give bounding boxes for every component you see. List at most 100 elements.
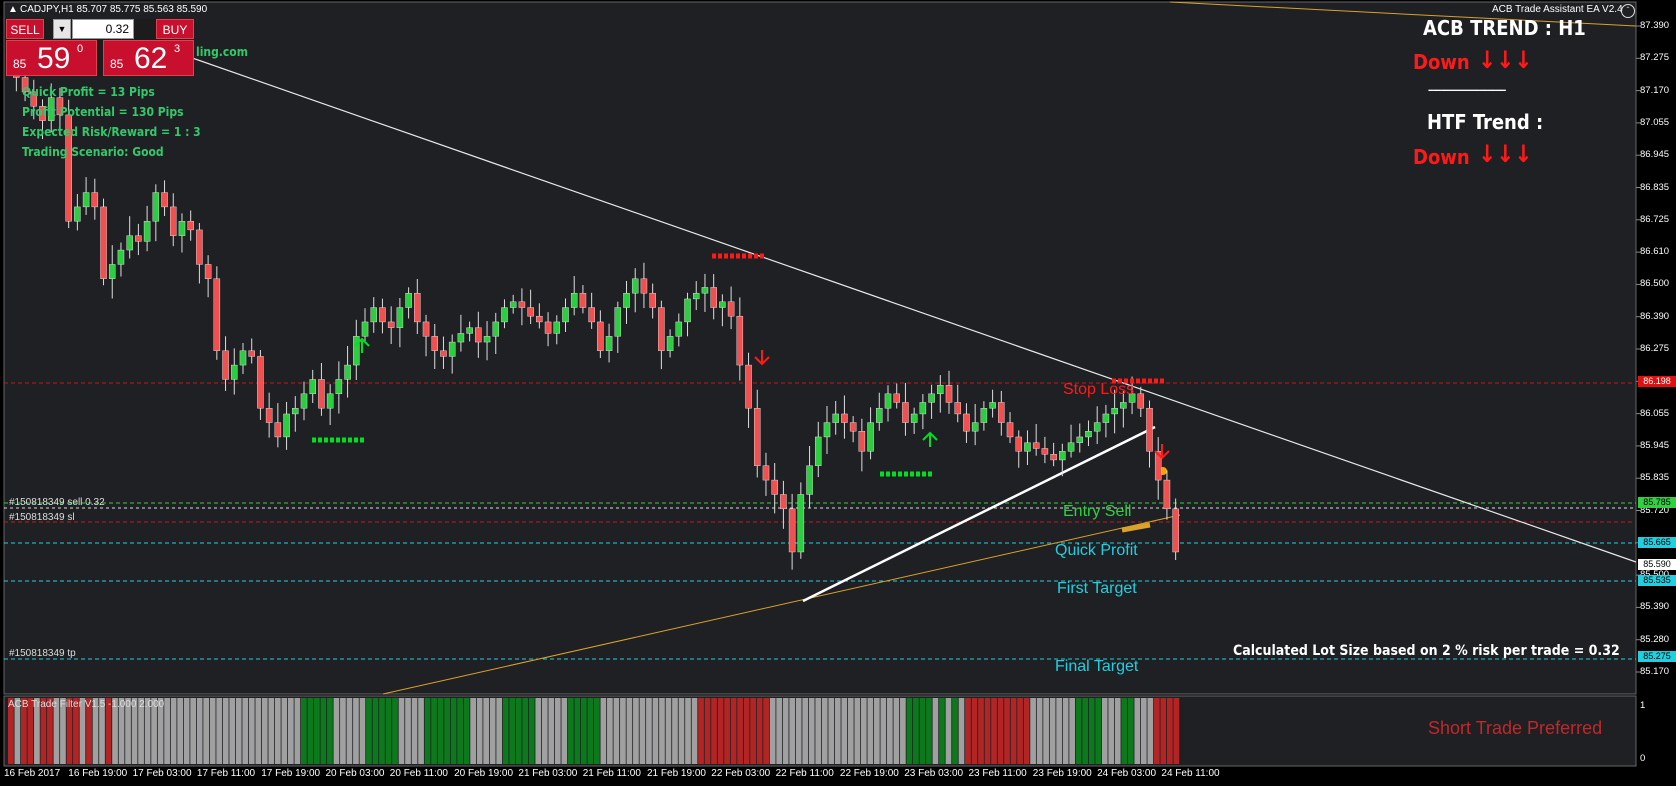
indicator-bar [782,698,789,764]
candle-bull [1093,422,1101,432]
indicator-bar [769,698,776,764]
candle-bear [274,422,282,438]
indicator-bar [1004,698,1010,764]
indicator-bar [854,698,861,764]
price-axis-label: 85.945 [1640,439,1670,451]
candle-bear [1137,393,1145,409]
indicator-axis-top: 1 [1640,700,1646,711]
indicator-bar [1036,698,1043,764]
time-axis-label: 22 Feb 03:00 [711,768,771,779]
indicator-bar [841,698,848,764]
sell-order-label[interactable]: #150818349 sell 0.32 [9,497,105,508]
indicator-bar [125,698,131,764]
candle-bear [710,287,717,308]
indicator-bar [1114,698,1121,764]
time-axis-label: 16 Feb 19:00 [68,768,128,779]
candle-bear [754,407,761,466]
indicator-bar [209,698,216,764]
indicator-bar [411,698,418,764]
chevron-up-icon[interactable]: ˆ [1621,4,1635,18]
buy-price-main: 62 [134,42,168,75]
indicator-bar [652,698,659,764]
candle-bear [588,307,595,323]
indicator-bar [795,698,802,764]
indicator-bar [1101,698,1108,764]
indicator-bar [34,698,40,764]
indicator-bar [320,698,327,764]
time-axis-label: 20 Feb 03:00 [325,768,385,779]
indicator-bar [1043,698,1049,764]
candle-bull [884,393,892,409]
indicator-bar [1147,698,1154,764]
indicator-bar [561,698,568,764]
indicator-bar [483,698,490,764]
price-axis-label: 87.275 [1640,52,1670,64]
indicator-bar [157,698,164,764]
buy-button[interactable]: BUY [156,19,194,39]
up-arrow-icon [922,431,938,447]
indicator-bar [893,698,900,764]
candle-bear [788,508,796,553]
indicator-bar [906,698,913,764]
indicator-bar [294,698,301,764]
indicator-bar [418,698,424,764]
candle-bull [797,494,805,553]
time-axis-label: 17 Feb 19:00 [261,768,321,779]
indicator-bar [672,698,678,764]
candle-bear [135,235,142,242]
candle-bull [396,307,404,328]
indicator-bar [372,698,379,764]
candle-bull [501,307,508,323]
sell-button[interactable]: SELL [6,19,44,39]
lot-size-input[interactable]: 0.32 [72,19,134,39]
indicator-bar [281,698,288,764]
indicator-bar [1030,698,1036,764]
candle-bear [1006,422,1014,438]
down-arrows-icon: ↓↓↓ [1478,46,1533,74]
candle-bull [361,321,369,337]
indicator-bar [1108,698,1115,764]
candle-bull [370,307,377,323]
candle-bear [475,327,482,343]
time-axis-label: 17 Feb 11:00 [196,768,256,779]
candle-bear [1172,508,1179,553]
info-profit-potential: Profit Potential = 130 Pips [22,105,184,119]
candle-bull [1067,442,1075,452]
candle-bear [518,301,526,308]
indicator-bar [431,698,437,764]
indicator-bar [118,698,125,764]
entry-orange-marker [1121,522,1151,533]
candle-bull [47,97,55,121]
indicator-bar [229,698,236,764]
indicator-bar [216,698,223,764]
chevron-down-icon[interactable]: ▼ [53,19,71,39]
candle-bear [762,465,770,481]
indicator-bar [1095,698,1102,764]
candle-bear [213,278,221,351]
indicator-bar [489,698,496,764]
time-axis-label: 16 Feb 2017 [4,768,61,779]
candle-bull [326,393,334,409]
indicator-bar [92,698,99,764]
time-axis-label: 20 Feb 19:00 [454,768,514,779]
candle-bear [780,494,787,510]
indicator-bar [834,698,841,764]
indicator-bar [515,698,522,764]
tp-order-label[interactable]: #150818349 tp [9,648,76,659]
time-axis-label: 23 Feb 11:00 [968,768,1027,779]
candle-bull [553,321,561,334]
candle-bear [248,350,255,357]
candle-bear [1154,451,1162,481]
indicator-bar [99,698,105,764]
candle-bear [1050,454,1057,461]
upper-orange-trendline [1169,1,1637,27]
indicator-bar [952,698,958,764]
ea-title: ACB Trade Assistant EA V2.4 [1492,4,1623,15]
sl-order-label[interactable]: #150818349 sl [9,512,75,523]
candle-bull [405,292,412,308]
candle-bear [745,364,752,409]
buy-price-box[interactable]: 85 62 3 [103,40,194,76]
sell-price-box[interactable]: 85 59 0 [6,40,97,76]
indicator-bar [880,698,887,764]
